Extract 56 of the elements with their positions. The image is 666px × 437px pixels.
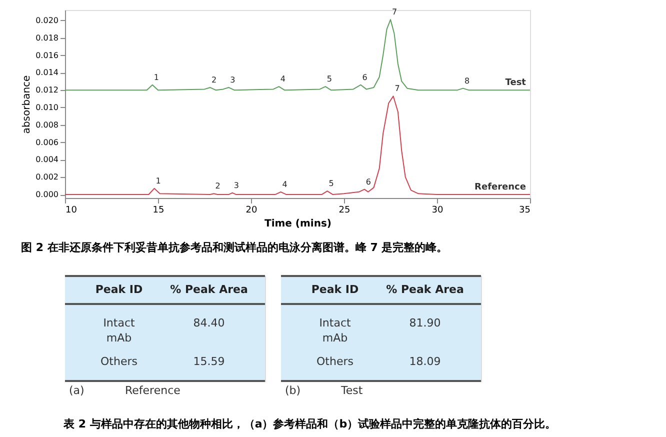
x-tick-label: 35 bbox=[519, 206, 530, 216]
category-label: Intact mAb bbox=[103, 316, 136, 344]
y-tick-label: 0.008 bbox=[36, 120, 58, 130]
text: Peak ID bbox=[311, 283, 359, 296]
text: % Peak Area bbox=[386, 283, 464, 296]
annotation: 4 bbox=[282, 180, 288, 189]
text: Test bbox=[340, 384, 364, 397]
y-tick-label: 0.002 bbox=[36, 172, 58, 182]
annotation: 6 bbox=[366, 177, 372, 186]
text: 18.09 bbox=[409, 354, 441, 368]
y-tick-label: 0.020 bbox=[36, 16, 58, 25]
x-tick-label: 25 bbox=[338, 206, 350, 216]
y-tick-label: 0.018 bbox=[36, 33, 58, 42]
caption: 图 2 在非还原条件下利妥昔单抗参考品和测试样品的电泳分离图谱。峰 7 是完整的峰。 bbox=[21, 241, 448, 254]
annotation: 2 bbox=[215, 182, 220, 191]
series-label: Test bbox=[505, 78, 527, 88]
text: (b) bbox=[285, 384, 301, 397]
x-axis-title: Time (mins) bbox=[264, 218, 332, 230]
text: 81.90 bbox=[409, 316, 441, 330]
annotation: 5 bbox=[326, 74, 332, 84]
y-tick-label: 0.000 bbox=[36, 190, 58, 200]
annotation: 7 bbox=[392, 8, 398, 17]
annotation: 1 bbox=[156, 176, 161, 186]
annotation: 1 bbox=[154, 72, 159, 82]
y-tick-label: 0.004 bbox=[36, 155, 58, 164]
text: 84.40 bbox=[193, 316, 225, 330]
line-series bbox=[64, 19, 530, 91]
x-tick-label: 20 bbox=[246, 206, 258, 216]
series-label: Reference bbox=[474, 182, 526, 193]
x-tick-label: 15 bbox=[152, 206, 164, 216]
category-label: Others bbox=[316, 354, 354, 368]
annotation: 3 bbox=[234, 180, 239, 190]
text: 15.59 bbox=[193, 354, 225, 368]
text: Reference bbox=[125, 384, 181, 397]
annotation: 5 bbox=[328, 179, 334, 188]
x-tick-label: 10 bbox=[66, 206, 78, 216]
category-label: Others bbox=[100, 354, 138, 368]
line-series bbox=[64, 96, 530, 196]
y-tick-label: 0.014 bbox=[36, 68, 58, 78]
y-tick-label: 0.016 bbox=[36, 50, 58, 60]
y-tick-label: 0.012 bbox=[36, 86, 58, 95]
text: % Peak Area bbox=[170, 283, 248, 296]
category-label: Intact mAb bbox=[319, 316, 352, 344]
annotation: 3 bbox=[230, 75, 236, 84]
text: Peak ID bbox=[95, 283, 143, 296]
y-axis-title: absorbance bbox=[22, 75, 33, 134]
y-tick-label: 0.010 bbox=[36, 102, 58, 112]
annotation: 7 bbox=[394, 84, 400, 94]
annotation: 4 bbox=[280, 74, 286, 84]
annotation: 6 bbox=[362, 72, 368, 82]
text: (a) bbox=[69, 384, 84, 397]
y-tick-label: 0.006 bbox=[36, 138, 58, 147]
annotation: 8 bbox=[464, 76, 470, 86]
text: 表 2 与样品中存在的其他物种相比，（a）参考样品和（b）试验样品中完整的单克隆抗体的百分比。 bbox=[62, 418, 556, 430]
annotation: 2 bbox=[212, 75, 217, 84]
x-tick-label: 30 bbox=[432, 206, 444, 216]
